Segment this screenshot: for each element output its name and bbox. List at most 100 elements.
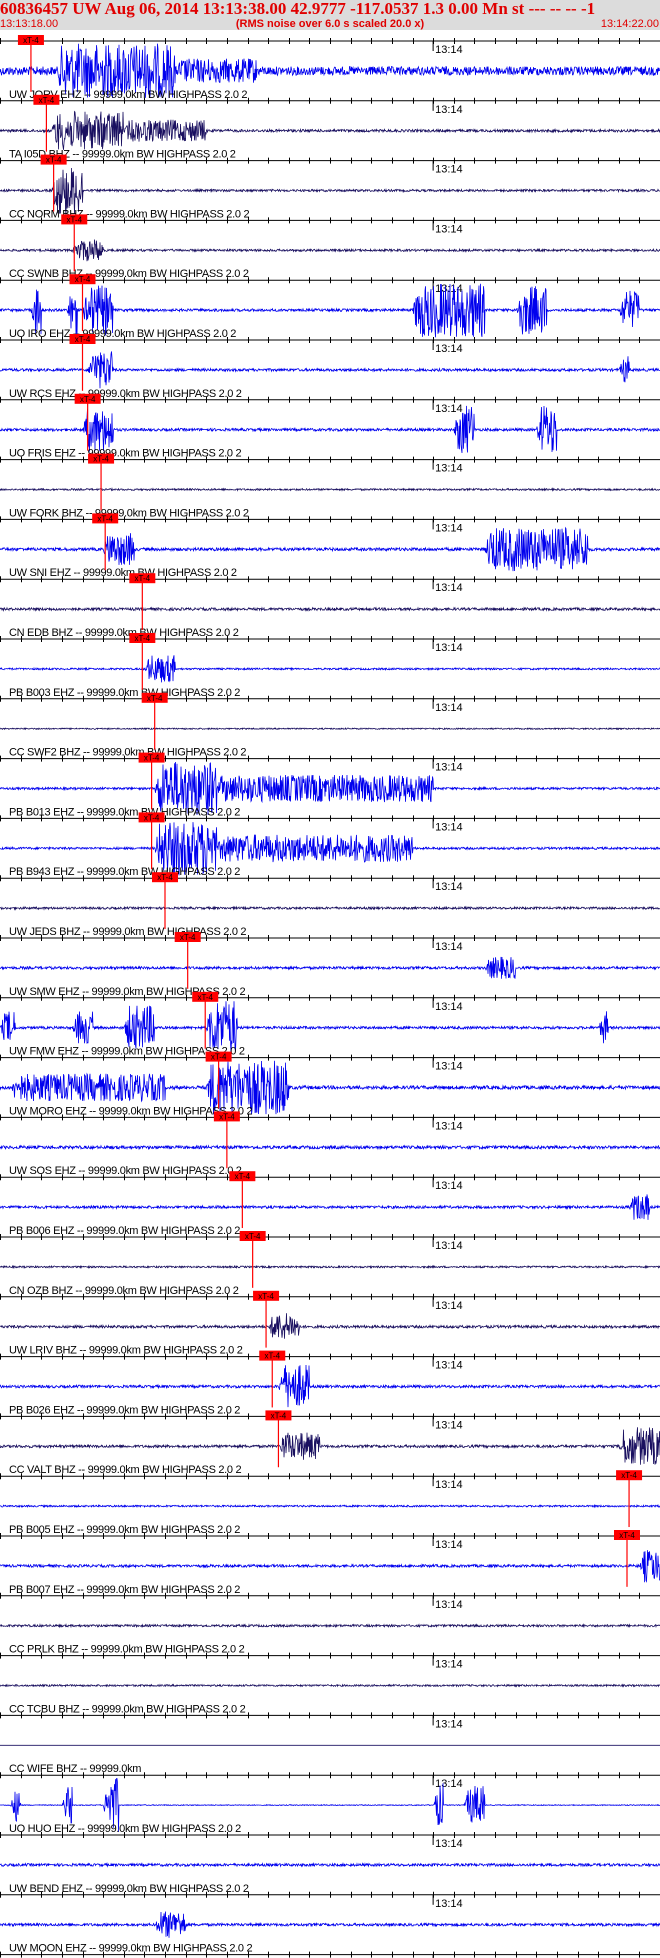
- pick-marker-box: [40, 154, 67, 165]
- waveform-trace: [0, 1911, 660, 1938]
- time-ticks: [0, 516, 660, 523]
- minute-marker-label: 13:14: [435, 403, 463, 415]
- station-label: CC NORM BHZ -- 99999.0km BW HIGHPASS 2.0…: [9, 208, 249, 220]
- minute-marker-label: 13:14: [435, 44, 463, 56]
- station-label: UW BEND EHZ -- 99999.0km BW HIGHPASS 2.0…: [9, 1883, 249, 1895]
- time-ticks: [0, 396, 660, 403]
- waveform-trace: [0, 1001, 660, 1053]
- waveform-trace: [0, 167, 660, 216]
- waveform-trace: [0, 1623, 660, 1629]
- waveform-trace: [0, 1862, 660, 1868]
- time-ticks: [0, 337, 660, 343]
- time-ticks: [0, 1473, 660, 1480]
- minute-marker-label: 13:14: [435, 1539, 463, 1551]
- station-label: PB B013 EHZ -- 99999.0km BW HIGHPASS 2.0…: [9, 806, 240, 818]
- minute-marker-label: 13:14: [435, 762, 463, 774]
- minute-marker-label: 13:14: [435, 1120, 463, 1132]
- pick-marker-box: [205, 1051, 232, 1062]
- waveform-trace: [0, 1194, 660, 1220]
- minute-marker-label: 13:14: [435, 642, 463, 654]
- pick-marker-box: [253, 1290, 280, 1301]
- pick-marker-box: [33, 94, 60, 105]
- waveform-trace: [0, 1313, 660, 1339]
- pick-marker-label: xT-4: [235, 1172, 251, 1181]
- time-ticks: [0, 1174, 660, 1181]
- pick-marker-box: [141, 692, 168, 703]
- waveform-trace: [0, 822, 660, 876]
- station-label: PB B026 EHZ -- 99999.0km BW HIGHPASS 2.0…: [9, 1404, 240, 1416]
- waveform-trace: [0, 351, 660, 389]
- minute-marker-label: 13:14: [435, 283, 463, 295]
- pick-marker-box: [174, 932, 201, 942]
- time-ticks: [0, 456, 660, 463]
- time-ticks: [0, 1772, 660, 1779]
- pick-marker-box: [88, 453, 115, 464]
- minute-marker-label: 13:14: [435, 1599, 463, 1611]
- time-ticks: [0, 1951, 660, 1958]
- header-bar: 60836457 UW Aug 06, 2014 13:13:38.00 42.…: [0, 0, 660, 30]
- station-label: UW FORK BHZ -- 99999.0km BW HIGHPASS 2.0…: [9, 507, 249, 519]
- time-ticks: [0, 38, 660, 44]
- waveform-trace: [0, 905, 660, 911]
- station-label: UW SMW EHZ -- 99999.0km BW HIGHPASS 2.0 …: [9, 986, 245, 998]
- time-ticks: [0, 1832, 660, 1838]
- pick-marker-label: xT-4: [197, 993, 213, 1002]
- station-label: UW JEDS BHZ -- 99999.0km BW HIGHPASS 2.0…: [9, 926, 246, 938]
- station-label: PB B006 EHZ -- 99999.0km BW HIGHPASS 2.0…: [9, 1225, 240, 1237]
- pick-marker-label: xT-4: [80, 395, 96, 404]
- pick-marker-label: xT-4: [39, 96, 55, 105]
- pick-marker-label: xT-4: [144, 754, 160, 763]
- station-label: UO IRO EHZ -- 99999.0km BW HIGHPASS 2.0 …: [9, 328, 236, 340]
- pick-marker-label: xT-4: [619, 1531, 635, 1540]
- station-label: CN OZB BHZ -- 99999.0km BW HIGHPASS 2.0 …: [9, 1285, 239, 1297]
- time-ticks: [0, 1891, 660, 1898]
- time-ticks: [0, 1652, 660, 1659]
- pick-marker-label: xT-4: [258, 1292, 274, 1301]
- pick-marker-box: [138, 812, 165, 823]
- time-ticks: [0, 1293, 660, 1300]
- event-title: 60836457 UW Aug 06, 2014 13:13:38.00 42.…: [0, 0, 596, 18]
- minute-marker-label: 13:14: [435, 1659, 463, 1671]
- waveform-trace: [0, 110, 660, 150]
- pick-marker-label: xT-4: [271, 1411, 287, 1420]
- pick-marker-label: xT-4: [75, 275, 91, 284]
- pick-marker-box: [229, 1171, 256, 1182]
- pick-marker-label: xT-4: [46, 156, 62, 165]
- time-ticks: [0, 1712, 660, 1719]
- pick-marker-label: xT-4: [180, 933, 196, 942]
- waveform-trace: [0, 1778, 660, 1833]
- pick-marker-label: xT-4: [23, 36, 39, 45]
- time-ticks: [0, 935, 660, 941]
- minute-marker-label: 13:14: [435, 1240, 463, 1252]
- station-label: CC WIFE BHZ -- 99999.0km: [9, 1763, 141, 1775]
- minute-marker-label: 13:14: [435, 164, 463, 176]
- minute-marker-label: 13:14: [435, 1300, 463, 1312]
- station-label: CC SWNB BHZ -- 99999.0km BW HIGHPASS 2.0…: [9, 268, 249, 280]
- waveform-trace: [0, 43, 660, 99]
- station-label: UW MOON EHZ -- 99999.0km BW HIGHPASS 2.0…: [9, 1943, 252, 1955]
- minute-marker-label: 13:14: [435, 582, 463, 594]
- pick-marker-box: [74, 393, 101, 404]
- waveform-trace: [0, 239, 660, 262]
- waveform-trace: [0, 526, 660, 572]
- pick-marker-label: xT-4: [264, 1352, 280, 1361]
- pick-marker-label: xT-4: [93, 455, 109, 464]
- minute-marker-label: 13:14: [435, 223, 463, 235]
- minute-marker-label: 13:14: [435, 881, 463, 893]
- minute-marker-label: 13:14: [435, 1838, 463, 1850]
- station-label: UW SOS EHZ -- 99999.0km BW HIGHPASS 2.0 …: [9, 1165, 242, 1177]
- time-ticks: [0, 1353, 660, 1360]
- station-label: CC PRLK BHZ -- 99999.0km BW HIGHPASS 2.0…: [9, 1644, 245, 1656]
- pick-marker-label: xT-4: [135, 574, 151, 583]
- minute-marker-label: 13:14: [435, 1718, 463, 1730]
- station-label: UW MORO EHZ -- 99999.0km BW HIGHPASS 2.0…: [9, 1105, 252, 1117]
- pick-marker-box: [138, 752, 165, 763]
- waveform-trace: [0, 1364, 660, 1408]
- pick-marker-box: [69, 274, 96, 285]
- pick-marker-label: xT-4: [144, 813, 160, 822]
- pick-marker-label: xT-4: [621, 1471, 637, 1480]
- minute-marker-label: 13:14: [435, 1778, 463, 1790]
- pick-marker-box: [239, 1231, 266, 1241]
- pick-marker-box: [614, 1530, 640, 1540]
- waveform-trace: [0, 606, 660, 612]
